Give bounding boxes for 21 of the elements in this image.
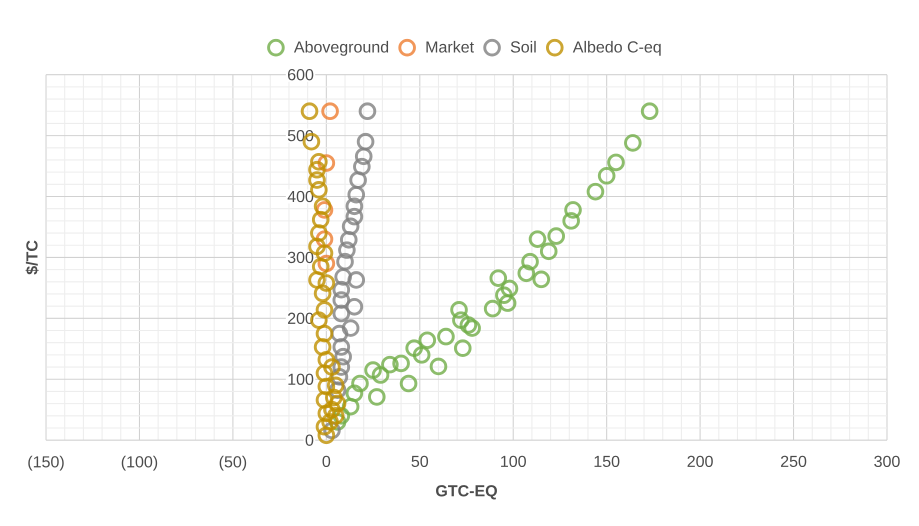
y-tick-label: 400: [288, 190, 314, 202]
x-tick-label: 150: [594, 456, 620, 467]
x-tick-label: 250: [780, 456, 806, 467]
y-tick-label: 0: [306, 434, 314, 446]
y-tick-label: 600: [288, 68, 314, 80]
legend-label: Soil: [510, 40, 536, 53]
y-axis-title: $/TC: [26, 240, 39, 274]
y-tick-label: 100: [288, 373, 314, 385]
legend-label: Aboveground: [294, 40, 388, 56]
legend-label: Albedo C-eq: [572, 40, 661, 56]
y-tick-label: 300: [288, 252, 314, 263]
legend-label: Market: [426, 40, 474, 53]
x-tick-label: 50: [412, 456, 428, 467]
x-tick-label: (100): [122, 456, 158, 471]
x-tick-label: 0: [322, 456, 330, 467]
x-tick-label: (150): [28, 456, 64, 471]
x-tick-label: 300: [874, 456, 900, 467]
x-tick-label: 200: [688, 456, 713, 467]
x-tick-label: (50): [220, 456, 246, 471]
x-axis-title: GTC-EQ: [436, 485, 497, 500]
x-tick-label: 100: [501, 456, 526, 467]
